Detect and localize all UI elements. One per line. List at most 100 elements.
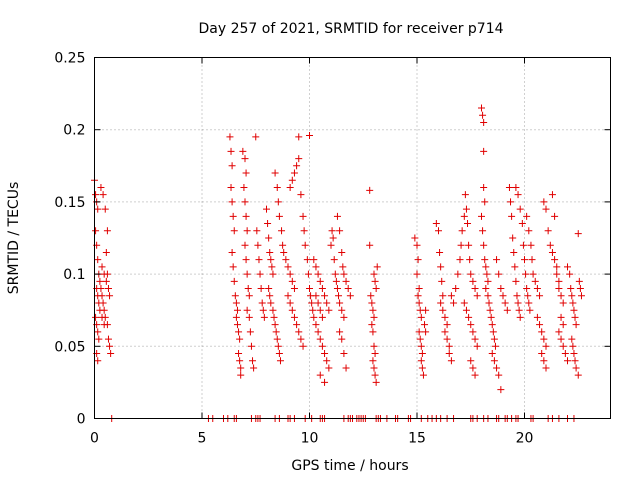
data-point xyxy=(284,292,292,300)
data-point xyxy=(575,277,583,285)
data-point xyxy=(107,350,115,358)
y-axis-label: SRMTID / TECUs xyxy=(6,182,22,295)
data-point xyxy=(570,306,578,314)
data-point xyxy=(480,183,488,191)
data-point xyxy=(551,212,559,220)
data-point xyxy=(473,342,481,350)
data-point xyxy=(336,227,344,235)
data-point xyxy=(321,378,329,386)
chart-title: Day 257 of 2021, SRMTID for receiver p71… xyxy=(198,21,503,37)
data-point xyxy=(237,364,245,372)
data-point xyxy=(415,328,423,336)
data-point xyxy=(447,357,455,365)
data-point xyxy=(243,227,251,235)
data-point xyxy=(559,342,567,350)
data-point xyxy=(505,183,513,191)
data-point xyxy=(263,205,270,213)
data-point xyxy=(331,270,339,278)
data-point xyxy=(415,299,423,307)
data-point xyxy=(333,212,341,220)
data-point xyxy=(316,306,324,314)
data-point xyxy=(245,292,253,300)
data-point xyxy=(419,371,427,379)
data-point xyxy=(338,306,346,314)
data-point xyxy=(467,357,475,365)
data-point xyxy=(488,321,496,329)
data-point xyxy=(338,248,346,256)
data-point xyxy=(318,285,326,293)
data-point xyxy=(516,313,524,321)
data-point xyxy=(411,234,419,242)
data-point xyxy=(371,371,379,379)
data-point xyxy=(227,183,235,191)
data-point xyxy=(243,270,251,278)
data-point xyxy=(286,270,294,278)
data-point xyxy=(437,263,445,271)
data-point xyxy=(512,277,520,285)
data-point xyxy=(228,248,236,256)
data-point xyxy=(497,386,505,394)
data-point xyxy=(256,270,264,278)
data-point xyxy=(338,335,346,343)
plot-frame xyxy=(94,57,611,419)
data-point xyxy=(98,313,106,321)
x-tick-label: 5 xyxy=(198,431,207,447)
data-point xyxy=(553,263,561,271)
data-point xyxy=(318,342,326,350)
data-point xyxy=(100,321,108,329)
data-point xyxy=(447,292,455,300)
data-point xyxy=(479,227,487,235)
data-point xyxy=(493,364,501,372)
data-point xyxy=(422,328,430,336)
data-point xyxy=(306,285,313,293)
data-point xyxy=(252,133,260,141)
data-point xyxy=(418,364,426,372)
data-point xyxy=(231,292,239,300)
data-point xyxy=(266,292,274,300)
data-point xyxy=(561,350,569,358)
data-point xyxy=(557,292,565,300)
data-point xyxy=(367,292,375,300)
data-point xyxy=(99,299,107,307)
data-point xyxy=(309,306,317,314)
data-point xyxy=(96,306,104,314)
data-point xyxy=(286,183,294,191)
data-point xyxy=(330,256,338,264)
data-point xyxy=(297,191,305,199)
data-point xyxy=(564,263,571,271)
data-point xyxy=(335,292,343,300)
data-point xyxy=(443,335,451,343)
data-point xyxy=(344,285,352,293)
data-point xyxy=(339,263,347,271)
data-point xyxy=(542,364,550,372)
data-point xyxy=(280,248,288,256)
data-point xyxy=(540,357,548,365)
data-point xyxy=(227,147,235,155)
data-point xyxy=(540,335,548,343)
data-point xyxy=(228,198,236,206)
data-point xyxy=(370,364,378,372)
data-point xyxy=(310,313,318,321)
data-point xyxy=(481,256,489,264)
data-point xyxy=(318,313,326,321)
data-point xyxy=(458,227,466,235)
data-point xyxy=(306,131,313,139)
data-point xyxy=(314,328,322,336)
data-point xyxy=(542,205,550,213)
data-point xyxy=(464,220,472,228)
data-point xyxy=(508,212,516,220)
x-tick-label: 0 xyxy=(90,431,99,447)
data-point xyxy=(346,292,354,300)
data-point xyxy=(467,321,475,329)
data-point xyxy=(279,241,287,249)
data-points xyxy=(91,104,585,422)
data-point xyxy=(574,371,582,379)
data-point xyxy=(484,277,492,285)
data-point xyxy=(340,350,348,358)
data-point xyxy=(553,270,561,278)
data-point xyxy=(321,350,329,358)
data-point xyxy=(239,147,247,155)
y-tick-label: 0.15 xyxy=(54,195,85,211)
data-point xyxy=(452,285,460,293)
data-point xyxy=(559,299,567,307)
